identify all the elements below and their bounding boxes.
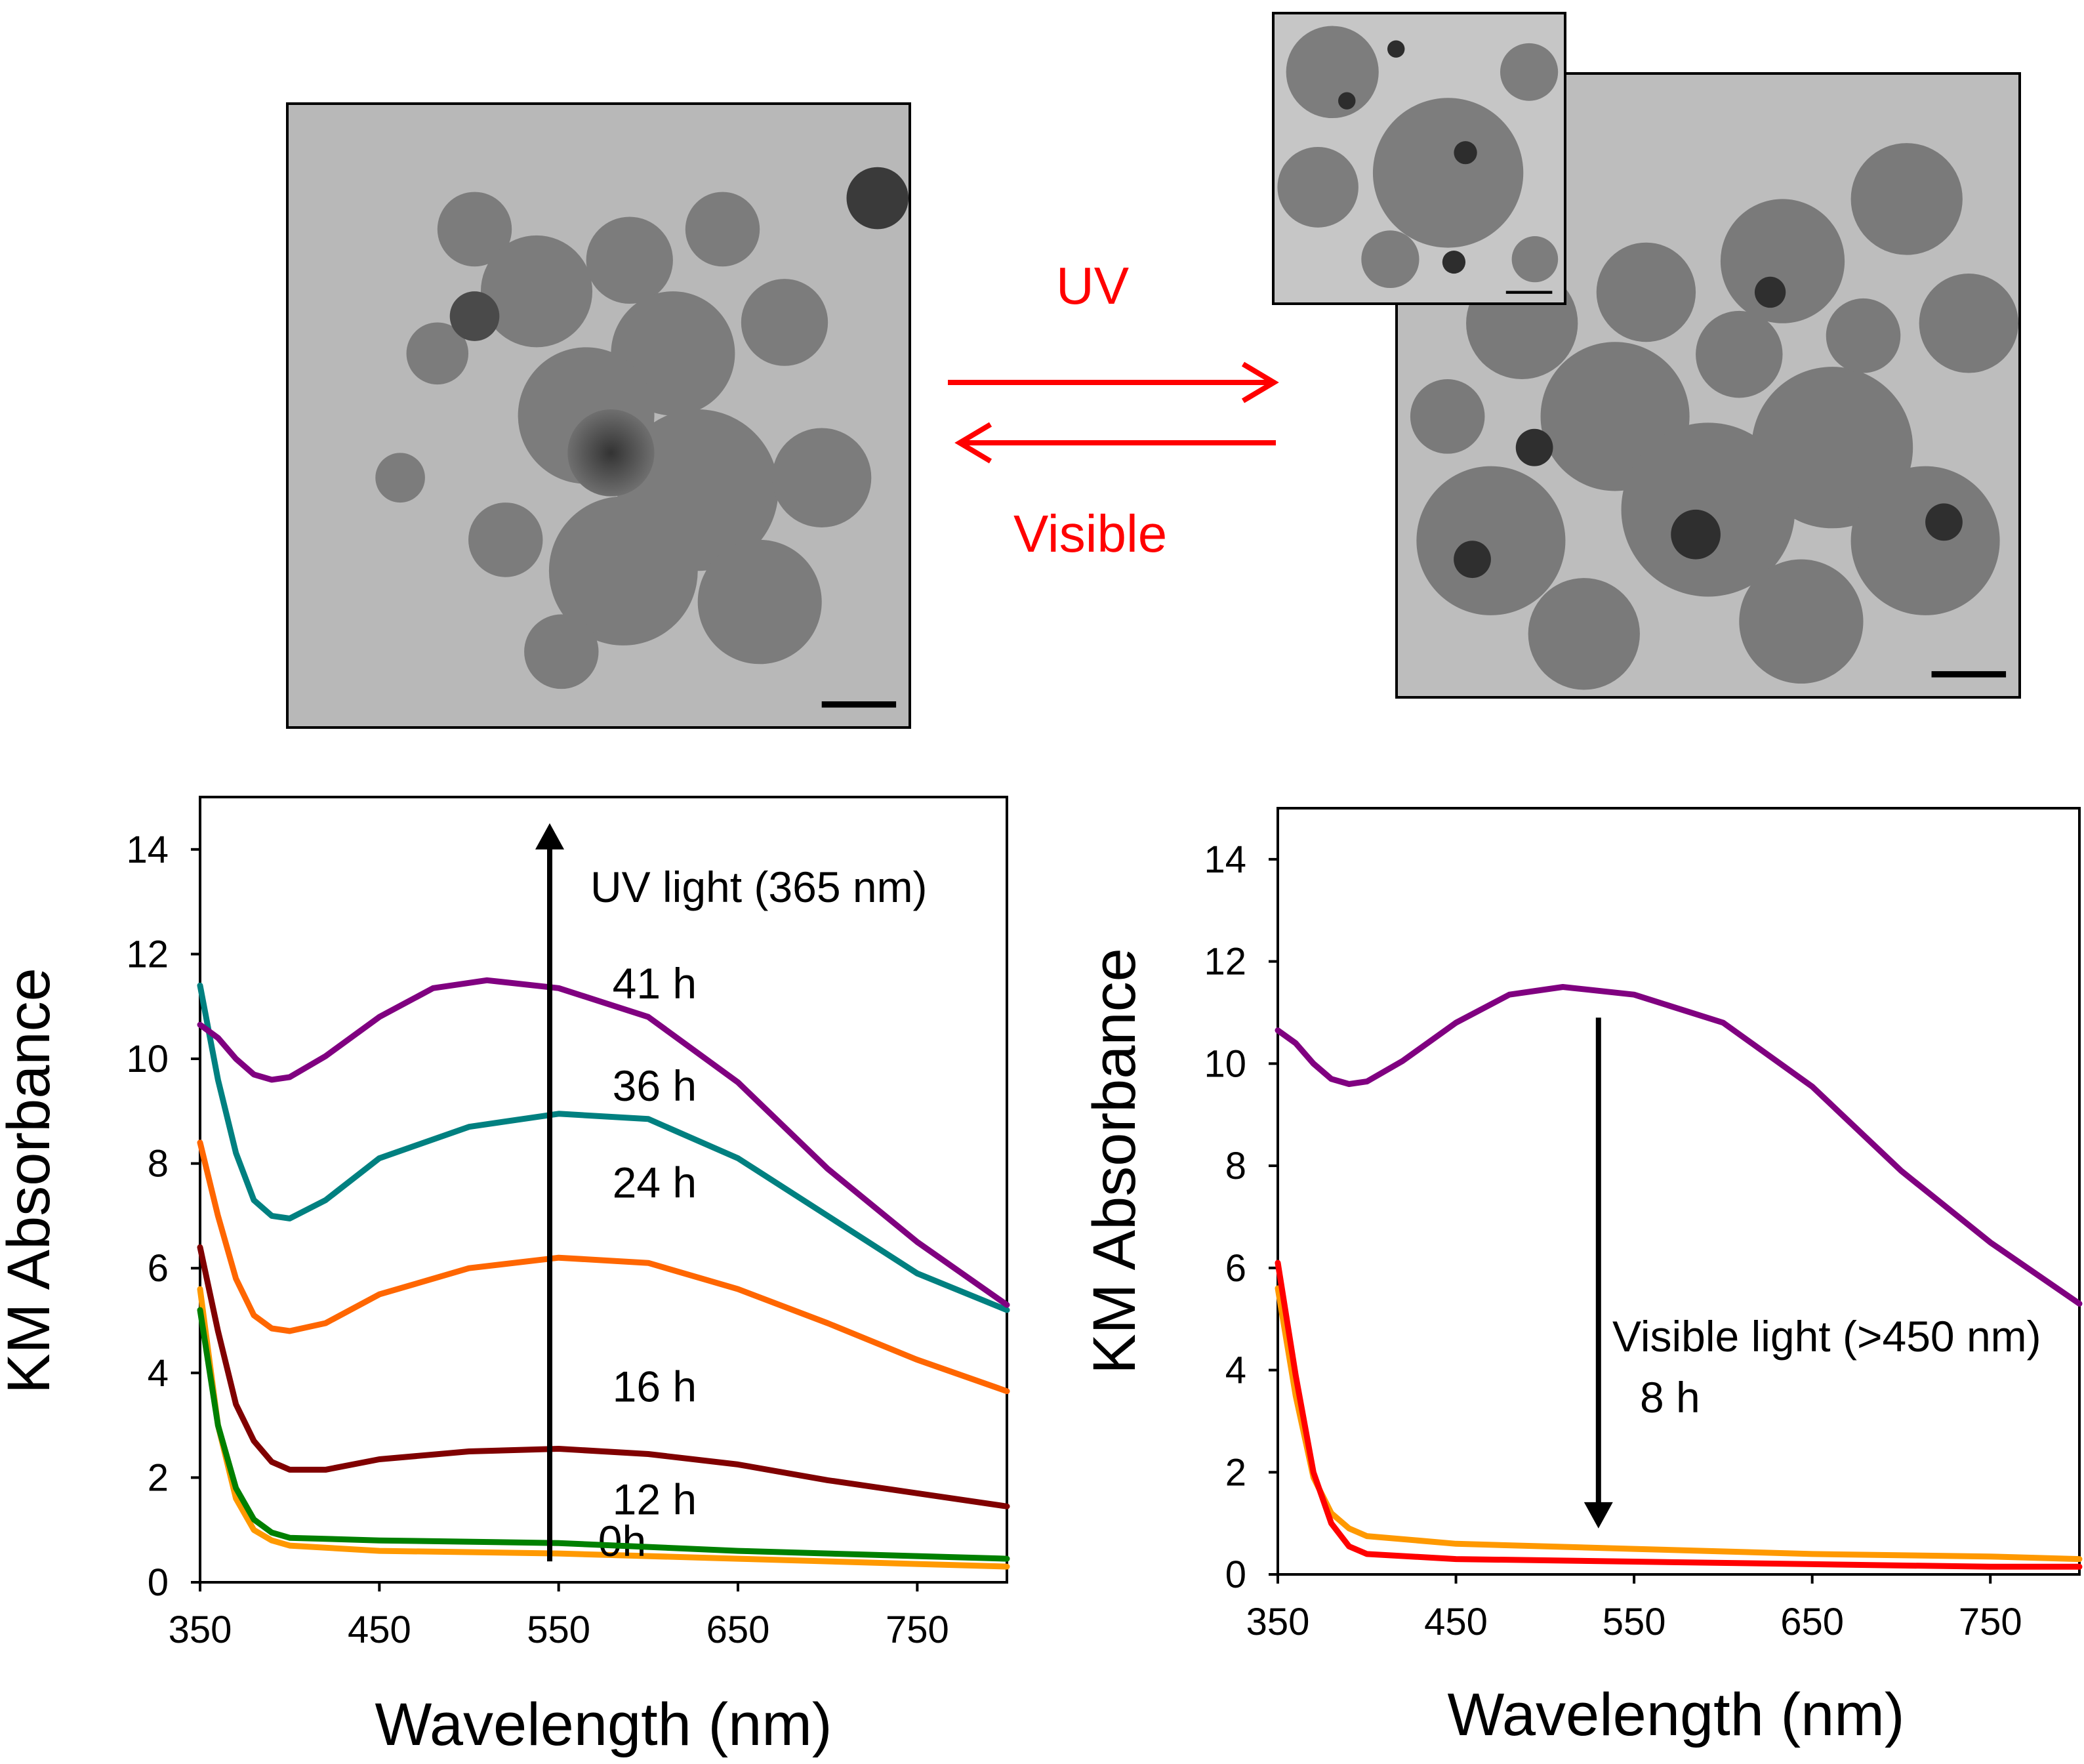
- uv-chart-annotation: UV light (365 nm): [590, 863, 928, 911]
- visible-x-tick-label: 650: [1780, 1601, 1844, 1643]
- uv-label: UV: [1056, 256, 1130, 315]
- visible-chart: KM Absorbance Wavelength (nm) Visible li…: [1081, 807, 2083, 1748]
- uv-y-tick-label: 12: [126, 933, 169, 975]
- uv-series-label: 16 h: [613, 1363, 697, 1411]
- uv-y-tick-label: 8: [148, 1143, 169, 1185]
- uv-series-label: 36 h: [613, 1061, 697, 1110]
- reverse-arrowhead: [954, 422, 992, 464]
- visible-y-tick-label: 4: [1225, 1349, 1246, 1392]
- uv-series-label: 24 h: [613, 1158, 697, 1206]
- uv-series-41h: [197, 977, 1010, 1308]
- uv-series-label: 12 h: [613, 1475, 697, 1523]
- tem-before-uv-image: [286, 102, 911, 729]
- visible-y-tick-label: 0: [1225, 1553, 1246, 1596]
- uv-y-tick-label: 4: [148, 1352, 169, 1395]
- uv-x-tick-label: 350: [169, 1609, 232, 1651]
- uv-series-36h: [197, 982, 1010, 1313]
- uv-x-tick-label: 450: [348, 1609, 411, 1651]
- forward-arrowhead: [1241, 361, 1279, 403]
- uv-y-tick-label: 10: [126, 1038, 169, 1080]
- uv-x-tick-label: 550: [527, 1609, 590, 1651]
- uv-chart-ylabel: KM Absorbance: [0, 968, 62, 1393]
- visible-chart-annotation-line2: 8 h: [1640, 1373, 1700, 1422]
- visible-chart-xlabel: Wavelength (nm): [1447, 1681, 1904, 1748]
- visible-y-tick-label: 2: [1225, 1451, 1246, 1494]
- visible-chart-annotation-line1: Visible light (>450 nm): [1612, 1312, 2041, 1361]
- visible-plot-frame: [1277, 807, 2081, 1576]
- uv-series-label: 41 h: [613, 959, 697, 1008]
- uv-series-16h: [197, 1244, 1010, 1509]
- uv-x-tick-label: 750: [886, 1609, 949, 1651]
- uv-y-tick-label: 14: [126, 829, 169, 871]
- visible-series-41h: [1275, 984, 2083, 1307]
- uv-plot-frame: [199, 796, 1008, 1584]
- tem-after-uv-inset-image: [1272, 12, 1566, 305]
- uv-annotation-arrowhead: [535, 823, 564, 850]
- uv-chart: KM Absorbance Wavelength (nm) UV light (…: [0, 796, 1010, 1758]
- uv-y-tick-label: 0: [148, 1561, 169, 1604]
- uv-series-12h: [197, 1307, 1010, 1562]
- visible-chart-ylabel: KM Absorbance: [1081, 948, 1148, 1374]
- visible-y-tick-label: 10: [1204, 1042, 1246, 1085]
- visible-label: Visible: [1013, 504, 1168, 563]
- visible-y-tick-label: 8: [1225, 1145, 1246, 1187]
- uv-chart-xlabel: Wavelength (nm): [375, 1691, 832, 1758]
- visible-x-tick-label: 350: [1246, 1601, 1310, 1643]
- visible-x-tick-label: 550: [1603, 1601, 1666, 1643]
- uv-series-label: 0h: [598, 1517, 646, 1565]
- visible-x-tick-label: 450: [1424, 1601, 1488, 1643]
- uv-y-tick-label: 2: [148, 1456, 169, 1499]
- uv-x-tick-label: 650: [706, 1609, 770, 1651]
- uv-series-24h: [197, 1139, 1010, 1395]
- visible-y-tick-label: 12: [1204, 941, 1246, 983]
- visible-series-8h: [1275, 1260, 2083, 1570]
- uv-y-tick-label: 6: [148, 1247, 169, 1290]
- visible-x-tick-label: 750: [1959, 1601, 2022, 1643]
- visible-y-tick-label: 6: [1225, 1247, 1246, 1290]
- visible-annotation-arrowhead: [1583, 1502, 1613, 1528]
- visible-y-tick-label: 14: [1204, 838, 1246, 881]
